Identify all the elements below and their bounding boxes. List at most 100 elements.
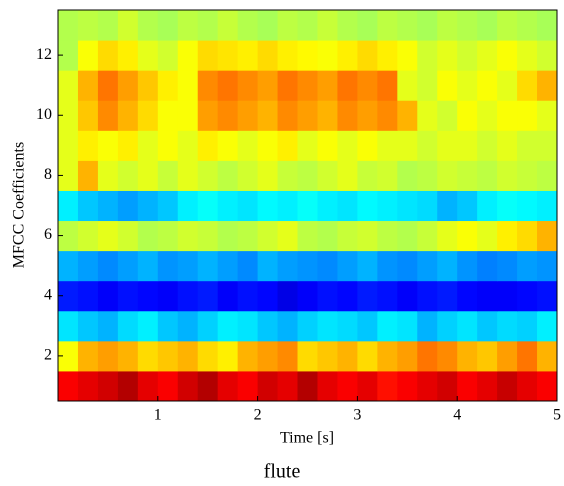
heat-cell (357, 250, 378, 282)
heat-cell (457, 280, 478, 312)
heat-cell (157, 220, 179, 252)
heat-cell (317, 280, 338, 312)
heat-cell (217, 40, 239, 71)
heat-cell (497, 160, 518, 191)
heat-cell (77, 280, 99, 312)
heat-cell (337, 10, 358, 41)
heat-cell (297, 190, 318, 222)
heat-cell (237, 160, 259, 191)
heat-cell (197, 40, 219, 71)
heat-cell (177, 160, 199, 191)
heat-cell (417, 280, 438, 312)
heat-cell (477, 370, 498, 402)
heat-cell (77, 190, 99, 222)
heat-cell (377, 370, 398, 402)
heat-cell (277, 250, 299, 282)
heat-cell (257, 100, 279, 131)
heat-cell (517, 10, 538, 41)
heat-cell (297, 250, 318, 282)
heat-cell (277, 370, 299, 402)
y-tick-label: 4 (44, 286, 52, 303)
heat-cell (197, 100, 219, 131)
heat-cell (297, 100, 318, 131)
heat-cell (77, 310, 99, 342)
heat-cell (497, 220, 518, 252)
heat-cell (497, 370, 518, 402)
heat-cell (477, 130, 498, 161)
heat-cell (117, 40, 139, 71)
heat-cell (397, 160, 418, 191)
heat-cell (117, 280, 139, 312)
heat-cell (58, 250, 79, 282)
x-tick-label: 4 (453, 407, 461, 424)
heat-cell (537, 250, 558, 282)
heat-cell (257, 340, 279, 372)
heat-cell (337, 280, 358, 312)
heat-cell (417, 190, 438, 222)
heat-cell (137, 40, 159, 71)
heat-cell (217, 250, 239, 282)
heat-cell (277, 70, 299, 101)
heat-cell (197, 310, 219, 342)
heat-cell (217, 190, 239, 222)
heat-cell (357, 370, 378, 402)
heat-cell (337, 220, 358, 252)
heat-cell (117, 220, 139, 252)
heat-cell (217, 130, 239, 161)
heat-cell (277, 40, 299, 71)
heat-cell (517, 340, 538, 372)
heat-cell (357, 100, 378, 131)
heat-cell (417, 10, 438, 41)
x-tick-label: 1 (154, 407, 162, 424)
heat-cell (237, 250, 259, 282)
heat-cell (237, 220, 259, 252)
heat-cell (437, 250, 458, 282)
heat-cell (177, 190, 199, 222)
heat-cell (177, 250, 199, 282)
heat-cell (377, 160, 398, 191)
heat-cell (417, 220, 438, 252)
heat-cell (517, 310, 538, 342)
heat-cell (537, 220, 558, 252)
heat-cell (157, 310, 179, 342)
heat-cell (297, 280, 318, 312)
heat-cell (97, 250, 119, 282)
heat-cell (177, 310, 199, 342)
heat-cell (297, 160, 318, 191)
heat-cell (197, 340, 219, 372)
heat-cell (217, 160, 239, 191)
heat-cell (297, 130, 318, 161)
heat-cell (397, 220, 418, 252)
heat-cell (137, 340, 159, 372)
heat-cell (397, 70, 418, 101)
heat-cell (97, 340, 119, 372)
heat-cell (117, 70, 139, 101)
heat-cell (137, 220, 159, 252)
heat-cell (417, 130, 438, 161)
heat-cell (417, 40, 438, 71)
heat-cell (257, 10, 279, 41)
heat-cell (537, 100, 558, 131)
heat-cell (277, 130, 299, 161)
heat-cell (297, 310, 318, 342)
heat-cell (317, 130, 338, 161)
x-tick-label: 5 (553, 407, 561, 424)
heat-cell (117, 190, 139, 222)
heat-cell (157, 370, 179, 402)
heat-cell (257, 40, 279, 71)
heat-cell (497, 310, 518, 342)
heat-cell (277, 220, 299, 252)
heat-cell (297, 370, 318, 402)
heat-cell (117, 370, 139, 402)
heat-cell (58, 70, 79, 101)
heat-cell (337, 100, 358, 131)
heat-cell (317, 250, 338, 282)
heat-cell (317, 370, 338, 402)
heat-cell (97, 190, 119, 222)
heat-cell (537, 340, 558, 372)
heat-cell (517, 250, 538, 282)
heat-cell (517, 370, 538, 402)
heat-cell (237, 130, 259, 161)
heat-cell (197, 280, 219, 312)
heat-cell (457, 220, 478, 252)
